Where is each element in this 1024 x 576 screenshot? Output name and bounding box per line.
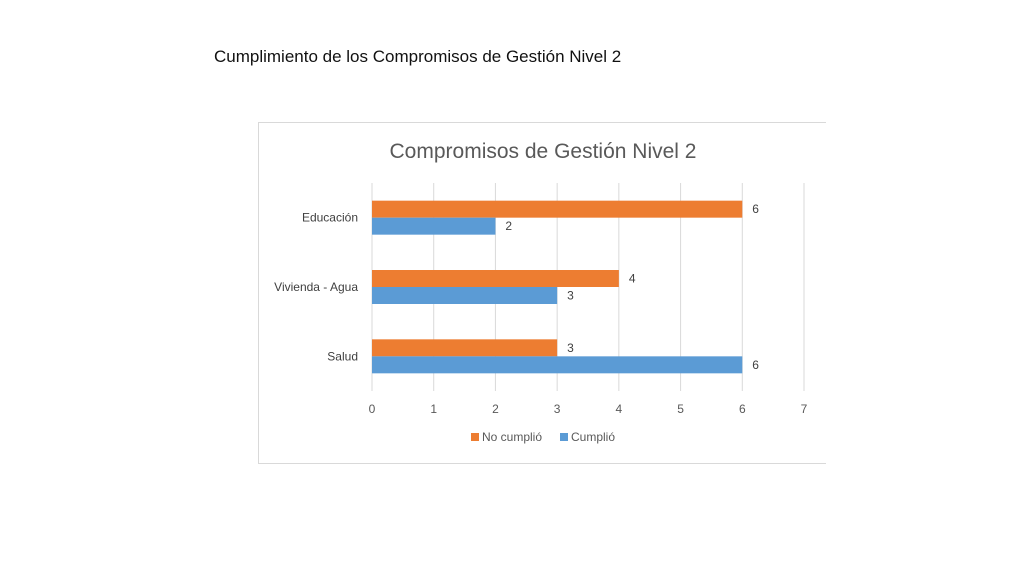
category-label: Salud	[327, 349, 358, 363]
chart-frame: Compromisos de Gestión Nivel 2 0 1 2 3 4 5 6 7 E…	[258, 122, 826, 464]
bar-chart: Compromisos de Gestión Nivel 2 0 1 2 3 4 5 6 7 E…	[274, 140, 808, 444]
x-tick-label: 4	[616, 402, 623, 416]
data-label: 6	[752, 202, 759, 216]
bar	[372, 270, 619, 287]
category-label: Vivienda - Agua	[274, 280, 358, 294]
x-tick-label: 1	[430, 402, 437, 416]
x-tick-label: 0	[369, 402, 376, 416]
labels: 0 1 2 3 4 5 6 7 Educación 6 2 Vivienda - Agua 4 3 Salu…	[274, 202, 808, 416]
bar	[372, 200, 743, 218]
x-tick-label: 6	[739, 402, 746, 416]
x-tick-label: 5	[677, 402, 684, 416]
legend-label: Cumplió	[571, 430, 615, 444]
data-label: 6	[752, 358, 759, 372]
bar	[372, 339, 558, 357]
legend-swatch	[471, 433, 479, 441]
data-label: 2	[505, 219, 512, 233]
data-label: 4	[629, 272, 636, 286]
bars	[372, 200, 743, 374]
legend-label: No cumplió	[482, 430, 542, 444]
bar	[372, 287, 558, 304]
category-label: Educación	[302, 211, 358, 225]
data-label: 3	[567, 341, 574, 355]
x-tick-label: 3	[554, 402, 561, 416]
x-tick-label: 2	[492, 402, 499, 416]
slide-title: Cumplimiento de los Compromisos de Gesti…	[214, 47, 622, 66]
legend-swatch	[560, 433, 568, 441]
data-label: 3	[567, 289, 574, 303]
bar	[372, 356, 743, 374]
legend: No cumplió Cumplió	[471, 430, 615, 444]
bar	[372, 217, 496, 235]
x-tick-label: 7	[801, 402, 808, 416]
chart-title: Compromisos de Gestión Nivel 2	[390, 140, 697, 163]
